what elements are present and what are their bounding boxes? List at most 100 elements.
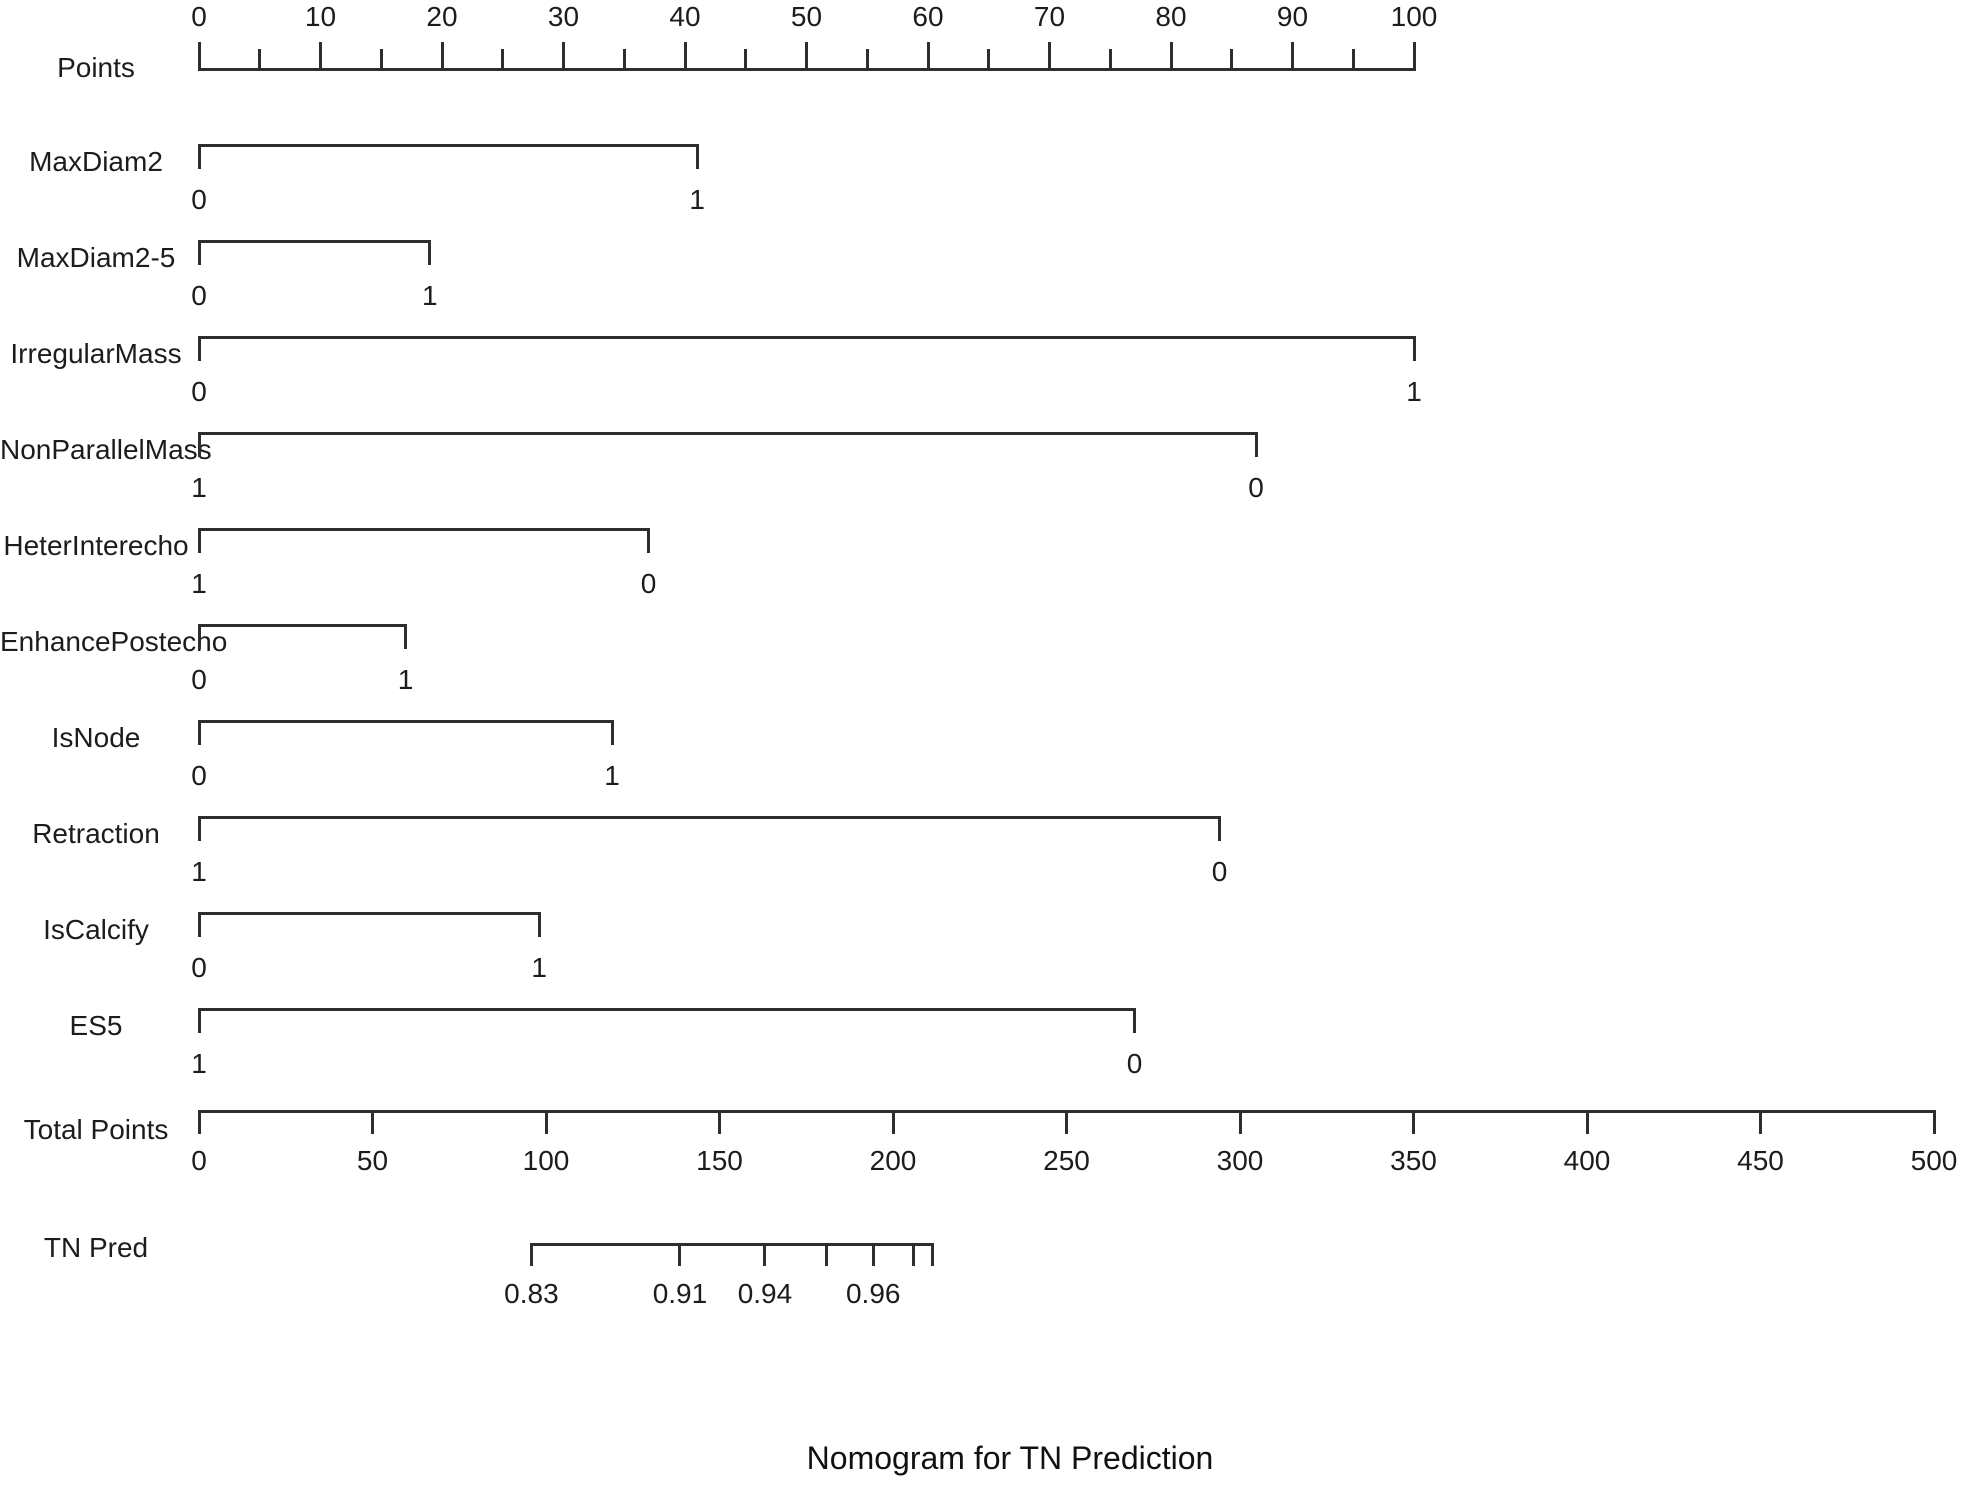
variable-end-tick xyxy=(197,912,201,937)
tn-pred-tick xyxy=(824,1243,828,1266)
variable-axis-line xyxy=(199,528,649,531)
points-axis-tick xyxy=(987,49,991,71)
total-points-tick xyxy=(197,1110,201,1134)
total-points-tick-label: 450 xyxy=(1737,1145,1784,1176)
variable-axis-line xyxy=(199,1008,1135,1011)
points-axis-tick-label: 50 xyxy=(790,1,823,32)
variable-label: ES5 xyxy=(69,1010,123,1041)
variable-label: MaxDiam2 xyxy=(29,146,163,177)
variable-label: IrregularMass xyxy=(10,338,182,369)
variable-end-tick xyxy=(197,720,201,745)
variable-label: Retraction xyxy=(32,818,160,849)
variable-axis-line xyxy=(199,816,1220,819)
variable-end-tick xyxy=(197,624,201,649)
variable-value-label: 1 xyxy=(397,664,414,695)
variable-value-label: 1 xyxy=(191,856,207,887)
total-points-tick-label: 200 xyxy=(869,1145,917,1176)
variable-value-label: 0 xyxy=(191,280,207,311)
tn-pred-axis-line xyxy=(531,1243,933,1246)
tn-pred-tick xyxy=(763,1243,767,1266)
total-points-tick-label: 150 xyxy=(696,1145,743,1176)
points-axis-tick-label: 100 xyxy=(1390,1,1438,32)
variable-value-label: 1 xyxy=(531,952,547,983)
tn-pred-tick xyxy=(529,1243,533,1266)
tn-pred-tick xyxy=(931,1243,935,1266)
points-axis-tick xyxy=(1108,49,1112,71)
variable-value-label: 0 xyxy=(1126,1048,1143,1079)
variable-value-label: 1 xyxy=(191,568,207,599)
points-axis-tick xyxy=(865,49,869,71)
total-points-axis-title: Total Points xyxy=(23,1114,169,1145)
variable-end-tick xyxy=(695,144,699,169)
variable-value-label: 1 xyxy=(689,184,705,215)
total-points-tick xyxy=(718,1110,721,1134)
points-axis-tick xyxy=(744,49,748,71)
variable-value-label: 0 xyxy=(191,952,207,983)
points-axis-tick xyxy=(319,42,322,71)
variable-axis-line xyxy=(199,144,698,147)
variable-end-tick xyxy=(647,528,651,553)
total-points-tick xyxy=(1065,1110,1068,1134)
variable-end-tick xyxy=(404,624,408,649)
total-points-tick-label: 50 xyxy=(356,1145,389,1176)
tn-pred-tick xyxy=(911,1243,915,1266)
total-points-tick xyxy=(1585,1110,1589,1134)
tn-pred-axis-title: TN Pred xyxy=(43,1232,149,1263)
variable-axis-line xyxy=(199,240,430,243)
tn-pred-tick-label: 0.94 xyxy=(737,1278,793,1309)
variable-axis-line xyxy=(199,912,540,915)
points-axis-tick-label: 20 xyxy=(426,1,458,32)
variable-value-label: 0 xyxy=(1211,856,1228,887)
total-points-tick xyxy=(1412,1110,1415,1134)
variable-end-tick xyxy=(1133,1008,1137,1033)
variable-value-label: 1 xyxy=(422,280,438,311)
variable-label: MaxDiam2-5 xyxy=(16,242,176,273)
tn-pred-tick-label: 0.96 xyxy=(845,1278,901,1309)
total-points-tick-label: 300 xyxy=(1216,1145,1264,1176)
points-axis-tick xyxy=(197,42,201,71)
chart-title: Nomogram for TN Prediction xyxy=(806,1440,1214,1476)
variable-axis-line xyxy=(199,336,1414,339)
variable-value-label: 0 xyxy=(1248,472,1264,503)
total-points-tick-label: 0 xyxy=(191,1145,207,1176)
variable-value-label: 0 xyxy=(191,184,207,215)
points-axis-tick-label: 70 xyxy=(1033,1,1066,32)
variable-end-tick xyxy=(1412,336,1416,361)
total-points-tick xyxy=(891,1110,895,1134)
variable-label: IsNode xyxy=(51,722,141,753)
points-axis-tick-label: 10 xyxy=(304,1,337,32)
points-axis-tick-label: 0 xyxy=(191,1,207,32)
variable-value-label: 0 xyxy=(640,568,657,599)
variable-value-label: 1 xyxy=(191,1048,207,1079)
variable-value-label: 0 xyxy=(191,664,207,695)
total-points-tick-label: 350 xyxy=(1390,1145,1437,1176)
points-axis-tick xyxy=(805,42,808,71)
points-axis-tick xyxy=(622,49,626,71)
total-points-tick-label: 250 xyxy=(1043,1145,1090,1176)
points-axis-tick xyxy=(501,49,505,71)
variable-end-tick xyxy=(197,816,201,841)
points-axis-tick xyxy=(926,42,930,71)
total-points-tick-label: 100 xyxy=(522,1145,570,1176)
points-axis-tick xyxy=(1169,42,1173,71)
variable-value-label: 1 xyxy=(191,472,207,503)
variable-end-tick xyxy=(197,528,201,553)
points-axis-tick xyxy=(1048,42,1051,71)
variable-end-tick xyxy=(428,240,432,265)
total-points-tick xyxy=(544,1110,548,1134)
variable-axis-line xyxy=(199,720,613,723)
variable-label: EnhancePostecho xyxy=(0,626,228,657)
points-axis-tick xyxy=(1291,42,1294,71)
total-points-tick xyxy=(1238,1110,1242,1134)
points-axis-tick xyxy=(258,49,262,71)
points-axis-tick xyxy=(562,42,565,71)
tn-pred-tick xyxy=(871,1243,875,1266)
variable-end-tick xyxy=(537,912,541,937)
variable-value-label: 0 xyxy=(191,760,207,791)
points-axis-tick-label: 30 xyxy=(547,1,580,32)
points-axis-tick-label: 40 xyxy=(669,1,701,32)
points-axis-tick xyxy=(440,42,444,71)
tn-pred-tick-label: 0.83 xyxy=(504,1278,559,1309)
total-points-tick-label: 400 xyxy=(1563,1145,1611,1176)
